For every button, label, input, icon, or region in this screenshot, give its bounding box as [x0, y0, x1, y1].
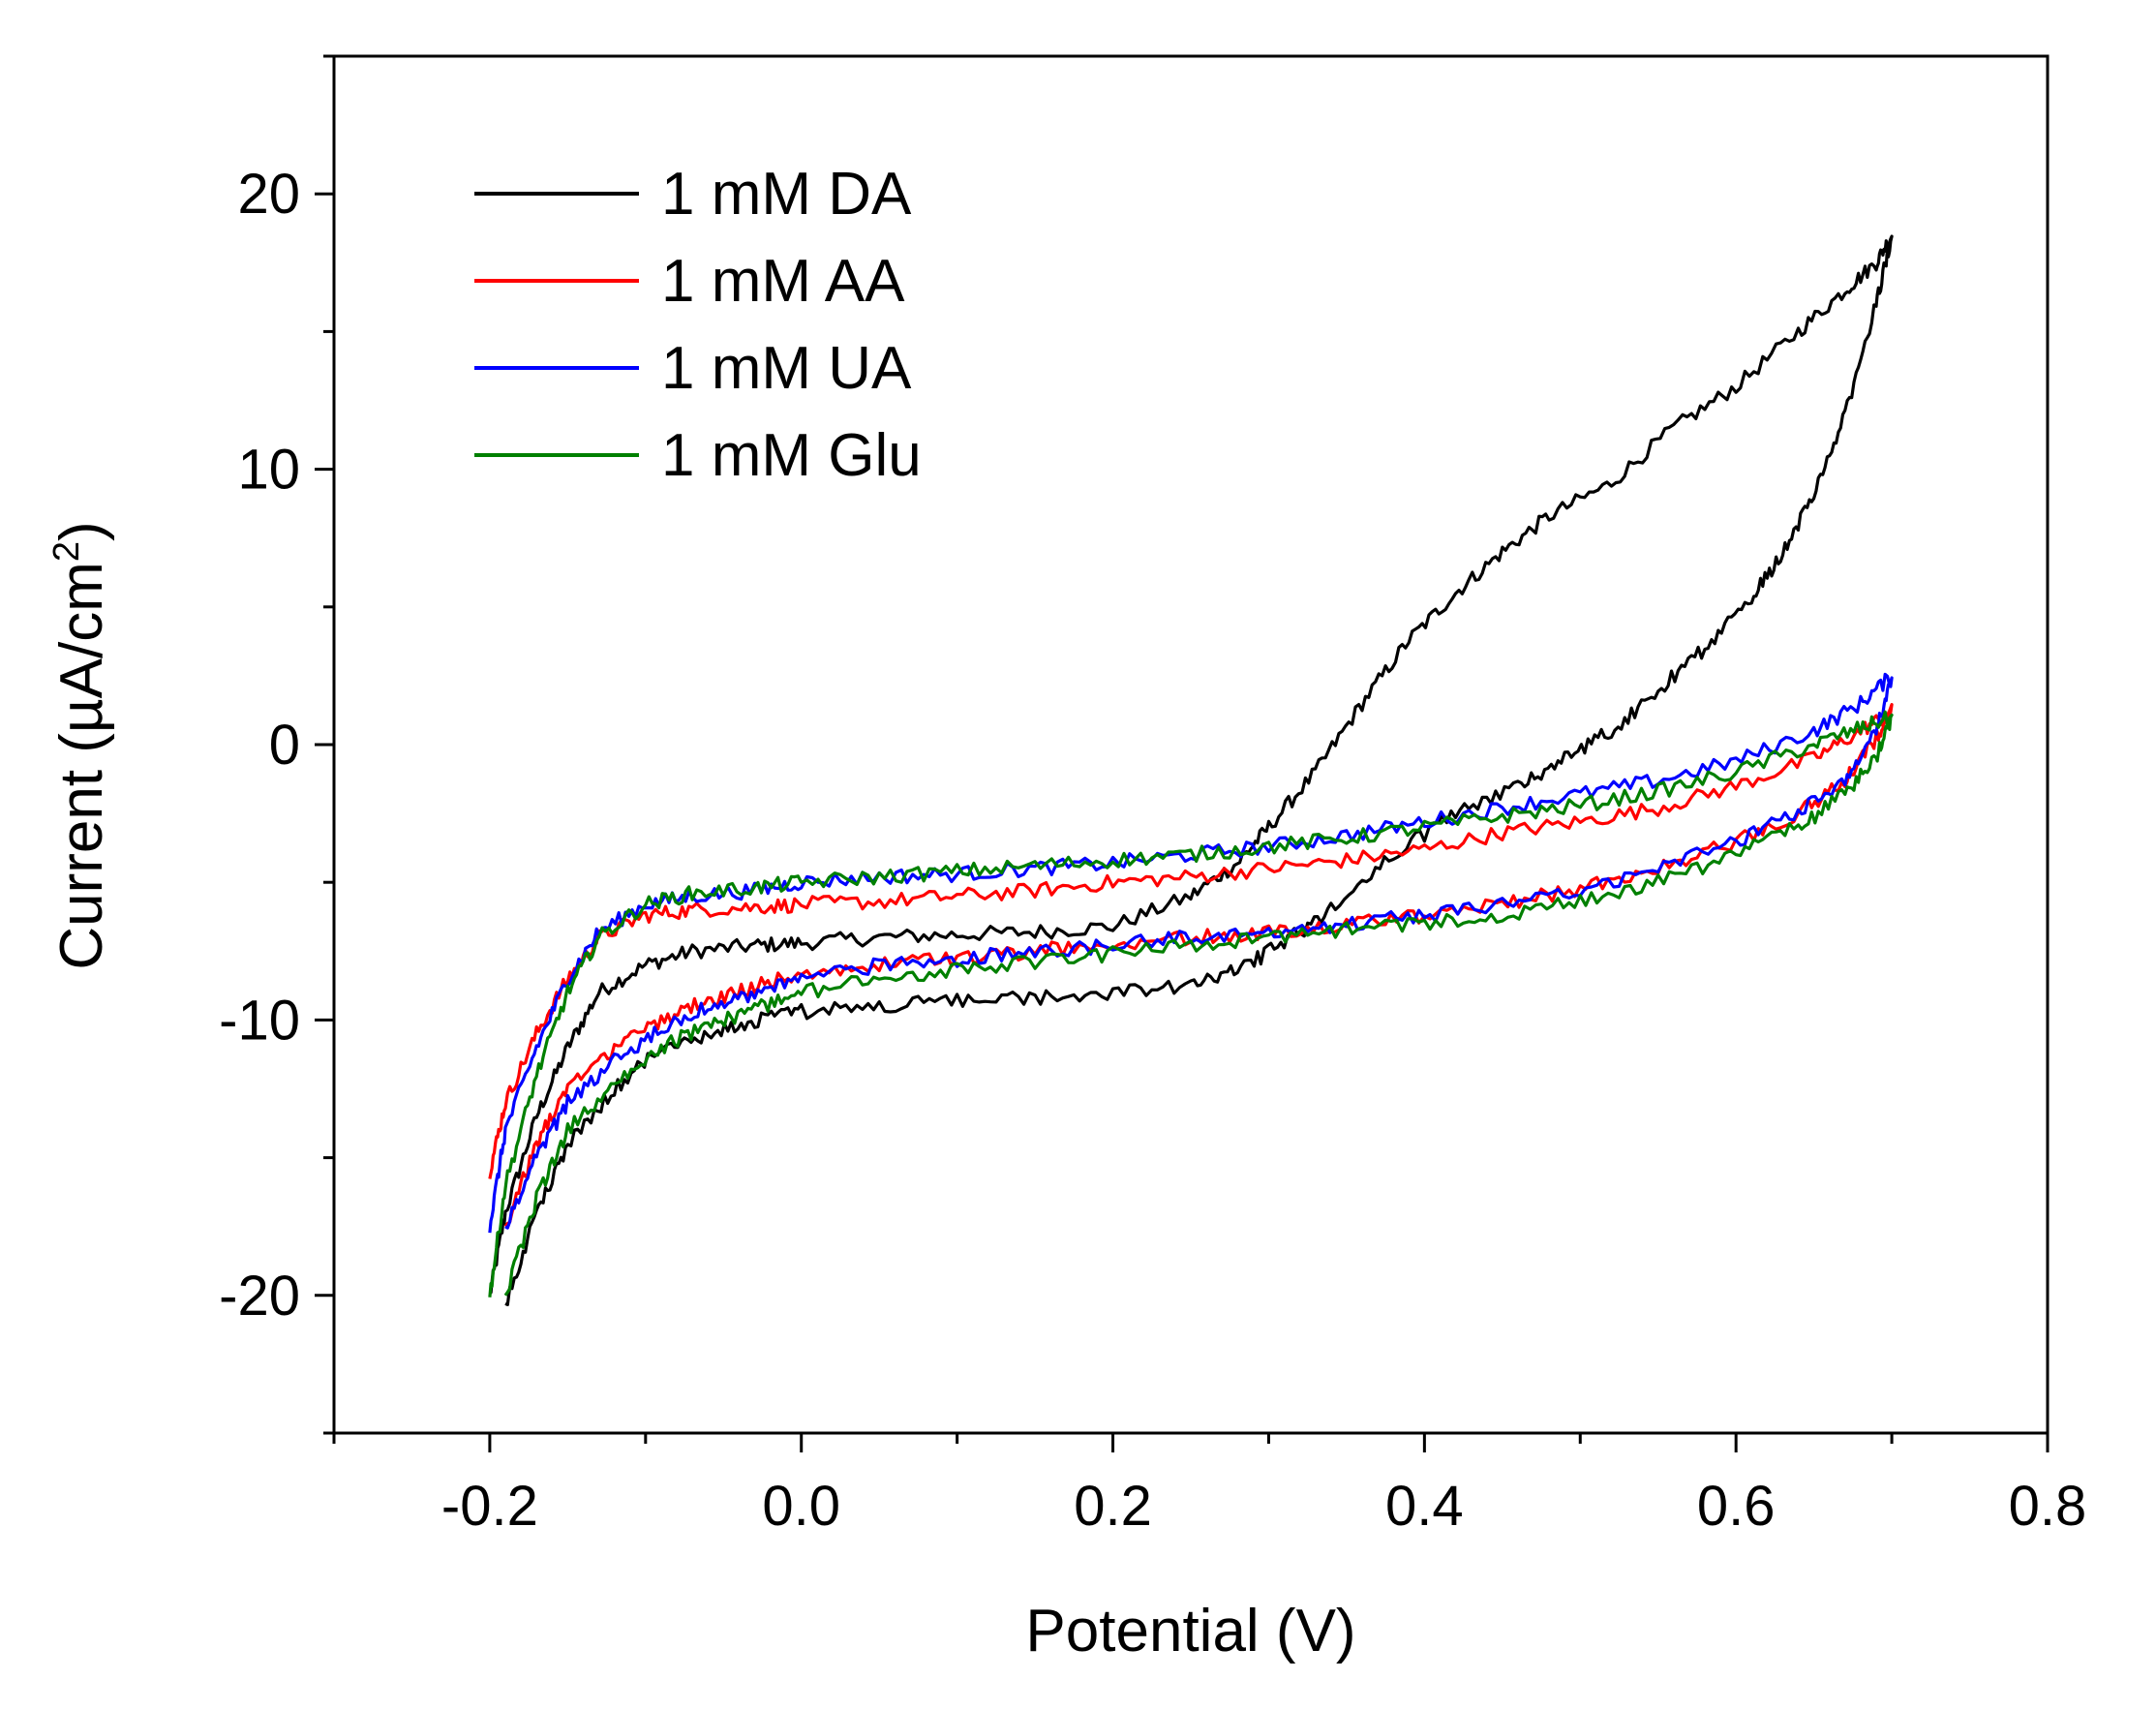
legend-label-1-mm-aa: 1 mM AA — [661, 248, 905, 315]
legend-label-1-mm-ua: 1 mM UA — [661, 335, 912, 402]
legend-label-1-mm-glu: 1 mM Glu — [661, 422, 922, 489]
y-tick-label: 10 — [237, 439, 300, 502]
x-tick-label: 0.2 — [1074, 1475, 1152, 1538]
series-line-1-mm-da — [489, 234, 1894, 1307]
y-tick-label: 20 — [237, 163, 300, 226]
y-axis-title-close: ) — [48, 521, 115, 541]
legend: 1 mM DA 1 mM AA 1 mM UA 1 mM Glu — [474, 161, 922, 489]
y-axis-title-sup: 2 — [46, 541, 87, 562]
x-tick-label: 0.6 — [1697, 1475, 1776, 1538]
y-tick-label: -10 — [219, 989, 300, 1052]
series-line-1-mm-ua — [488, 672, 1894, 1234]
y-axis-title: Current (µA/cm2) — [46, 521, 115, 969]
axis-layer: -0.2 0.0 0.2 0.4 0.6 0.8 -20 -10 0 10 20 — [219, 54, 2087, 1538]
y-axis-title-main: Current (µA/cm — [48, 562, 115, 970]
x-tick-label: -0.2 — [441, 1475, 538, 1538]
series-line-1-mm-aa — [488, 702, 1894, 1228]
x-tick-label: 0.4 — [1385, 1475, 1464, 1538]
y-tick-label: -20 — [219, 1265, 300, 1328]
legend-label-1-mm-da: 1 mM DA — [661, 161, 912, 228]
x-tick-label: 0.0 — [762, 1475, 840, 1538]
x-tick-label: 0.8 — [2009, 1475, 2087, 1538]
y-tick-label: 0 — [269, 714, 300, 777]
series-layer — [488, 234, 1894, 1307]
series-line-1-mm-glu — [488, 710, 1894, 1298]
x-axis-title: Potential (V) — [1025, 1598, 1355, 1664]
